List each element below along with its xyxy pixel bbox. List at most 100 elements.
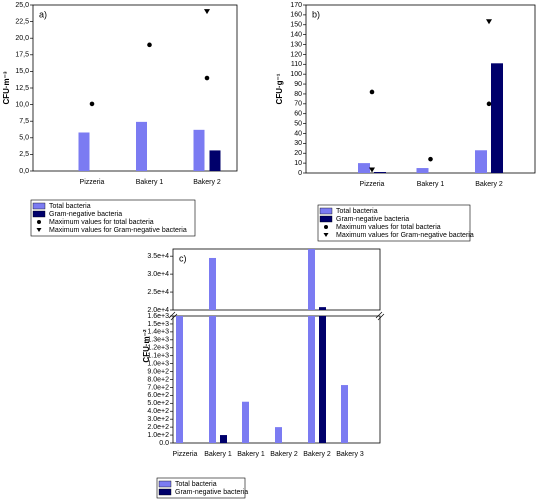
y-tick-label: 2,5 xyxy=(19,151,29,158)
legend-swatch xyxy=(37,220,41,224)
bar xyxy=(308,316,315,443)
y-tick-label: 1.2e+3 xyxy=(147,345,169,352)
bar xyxy=(319,307,326,310)
legend-swatch xyxy=(36,228,42,232)
legend-swatch xyxy=(324,225,328,229)
y-tick-label: 3.0e+2 xyxy=(147,416,169,423)
x-tick-label: Bakery 2 xyxy=(475,181,503,188)
max-marker xyxy=(369,89,375,95)
bar xyxy=(136,121,147,171)
legend-label: Maximum values for Gram-negative bacteri… xyxy=(336,232,474,239)
y-tick-label: 1.5e+3 xyxy=(147,321,169,328)
y-tick-label: 1.0e+3 xyxy=(147,360,169,367)
y-tick-label: 130 xyxy=(290,41,302,48)
max-marker xyxy=(486,19,492,25)
legend-label: Maximum values for total bacteria xyxy=(49,219,154,226)
x-tick-label: Pizzeria xyxy=(360,181,385,188)
bar xyxy=(374,172,386,173)
bar xyxy=(242,401,249,443)
y-tick-label: 12,5 xyxy=(15,85,29,92)
y-tick-label: 120 xyxy=(290,51,302,58)
legend-swatch xyxy=(319,207,333,215)
y-tick-label: 2.0e+4 xyxy=(147,307,169,314)
y-tick-label: 20,0 xyxy=(15,35,29,42)
plot-frame xyxy=(172,315,381,444)
bar xyxy=(358,163,370,173)
legend-swatch xyxy=(323,233,329,237)
max-marker xyxy=(369,167,375,173)
x-tick-label: Bakery 2 xyxy=(303,451,331,458)
y-axis-label: CFU·m⁻² xyxy=(142,329,151,362)
legend-label: Gram-negative bacteria xyxy=(49,211,122,218)
bar xyxy=(308,249,315,310)
max-marker xyxy=(428,156,433,162)
y-tick-label: 6.0e+2 xyxy=(147,392,169,399)
y-tick-label: 7.0e+2 xyxy=(147,384,169,391)
bar xyxy=(193,129,205,171)
y-axis-label: CFU·g⁻¹ xyxy=(275,73,284,104)
y-tick-label: 90 xyxy=(294,81,302,88)
y-tick-label: 1.4e+3 xyxy=(147,329,169,336)
y-tick-label: 80 xyxy=(294,91,302,98)
max-marker xyxy=(204,9,210,15)
panel-label: c) xyxy=(179,253,187,263)
y-tick-label: 0,0 xyxy=(19,168,29,175)
bar xyxy=(78,132,90,171)
x-tick-label: Bakery 3 xyxy=(336,451,364,458)
plot-frame-upper xyxy=(172,248,381,311)
legend-box xyxy=(30,199,196,237)
legend-label: Total bacteria xyxy=(336,208,378,215)
bar xyxy=(491,63,503,174)
y-tick-label: 17,5 xyxy=(15,52,29,59)
y-tick-label: 4.0e+2 xyxy=(147,408,169,415)
y-tick-label: 5.0e+2 xyxy=(147,400,169,407)
max-marker xyxy=(204,75,210,81)
panel-label: b) xyxy=(312,9,320,19)
max-marker xyxy=(147,42,152,48)
x-tick-label: Bakery 2 xyxy=(193,179,221,186)
y-tick-label: 140 xyxy=(290,31,302,38)
y-tick-label: 40 xyxy=(294,130,302,137)
y-tick-label: 60 xyxy=(294,111,302,118)
y-tick-label: 3.0e+4 xyxy=(147,271,169,278)
y-tick-label: 1.1e+3 xyxy=(147,353,169,360)
x-tick-label: Bakery 2 xyxy=(270,451,298,458)
y-tick-label: 50 xyxy=(294,120,302,127)
axis-break xyxy=(375,311,385,321)
y-tick-label: 1.3e+3 xyxy=(147,337,169,344)
y-tick-label: 150 xyxy=(290,22,302,29)
y-tick-label: 100 xyxy=(290,71,302,78)
y-tick-label: 0 xyxy=(298,170,302,177)
bar xyxy=(275,427,282,443)
y-tick-label: 25,0 xyxy=(15,2,29,9)
y-tick-label: 22,5 xyxy=(15,18,29,25)
bar xyxy=(341,385,348,443)
legend-swatch xyxy=(158,480,172,488)
x-tick-label: Pizzeria xyxy=(80,179,105,186)
legend-label: Total bacteria xyxy=(175,481,217,488)
x-tick-label: Bakery 1 xyxy=(237,451,265,458)
bar xyxy=(475,150,487,173)
legend-swatch xyxy=(319,215,333,223)
y-tick-label: 70 xyxy=(294,101,302,108)
legend-box xyxy=(317,204,471,242)
x-tick-label: Bakery 1 xyxy=(136,179,164,186)
legend-label: Total bacteria xyxy=(49,203,91,210)
y-tick-label: 15,0 xyxy=(15,68,29,75)
plot-frame xyxy=(32,4,238,172)
legend-swatch xyxy=(32,202,46,210)
y-tick-label: 1.0e+2 xyxy=(147,432,169,439)
y-tick-label: 10,0 xyxy=(15,101,29,108)
y-tick-label: 5,0 xyxy=(19,135,29,142)
bar xyxy=(319,316,326,443)
bar xyxy=(416,168,429,173)
y-tick-label: 160 xyxy=(290,12,302,19)
y-tick-label: 2.5e+4 xyxy=(147,289,169,296)
x-tick-label: Pizzeria xyxy=(173,451,198,458)
max-marker xyxy=(89,101,95,107)
bar xyxy=(209,150,221,171)
legend-swatch xyxy=(158,488,172,496)
y-tick-label: 10 xyxy=(294,160,302,167)
y-tick-label: 9.0e+2 xyxy=(147,368,169,375)
